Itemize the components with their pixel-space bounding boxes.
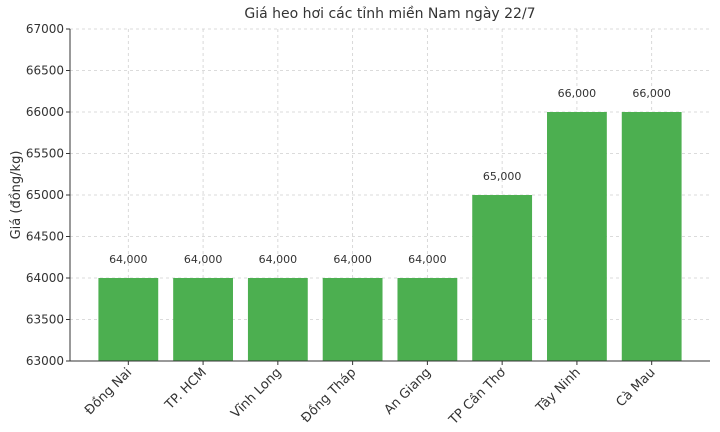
bar bbox=[173, 278, 233, 361]
value-label: 64,000 bbox=[184, 253, 223, 266]
y-axis-label: Giá (đồng/kg) bbox=[9, 151, 24, 240]
value-label: 64,000 bbox=[109, 253, 148, 266]
y-tick-label: 66500 bbox=[26, 64, 64, 78]
x-tick-label: Vĩnh Long bbox=[228, 365, 284, 421]
x-tick-label: TP Cần Thơ bbox=[446, 365, 509, 428]
bar bbox=[621, 112, 682, 361]
bar bbox=[472, 195, 533, 361]
x-tick-label: Đồng Nai bbox=[82, 365, 135, 418]
value-label: 66,000 bbox=[632, 87, 671, 100]
value-label: 66,000 bbox=[558, 87, 597, 100]
bar bbox=[322, 278, 383, 361]
y-tick-label: 63500 bbox=[26, 313, 64, 327]
x-tick-label: TP. HCM bbox=[162, 365, 210, 413]
value-label: 65,000 bbox=[483, 170, 522, 183]
y-tick-label: 66000 bbox=[26, 105, 64, 119]
y-tick-label: 64000 bbox=[26, 271, 64, 285]
chart-title: Giá heo hơi các tỉnh miền Nam ngày 22/7 bbox=[244, 5, 535, 22]
x-tick-label: Tây Ninh bbox=[533, 365, 584, 416]
y-tick-label: 65000 bbox=[26, 188, 64, 202]
bar bbox=[247, 278, 308, 361]
bar bbox=[547, 112, 607, 361]
y-tick-label: 65500 bbox=[26, 147, 64, 161]
value-label: 64,000 bbox=[259, 253, 298, 266]
y-tick-label: 67000 bbox=[26, 22, 64, 36]
x-tick-label: Cà Mau bbox=[614, 365, 659, 410]
x-tick-label: An Giang bbox=[382, 365, 435, 418]
y-tick-label: 64500 bbox=[26, 230, 64, 244]
value-label: 64,000 bbox=[333, 253, 372, 266]
bar bbox=[98, 278, 159, 361]
x-tick-label: Đồng Tháp bbox=[299, 365, 360, 426]
y-tick-label: 63000 bbox=[26, 354, 64, 368]
value-label: 64,000 bbox=[408, 253, 447, 266]
bar bbox=[397, 278, 458, 361]
